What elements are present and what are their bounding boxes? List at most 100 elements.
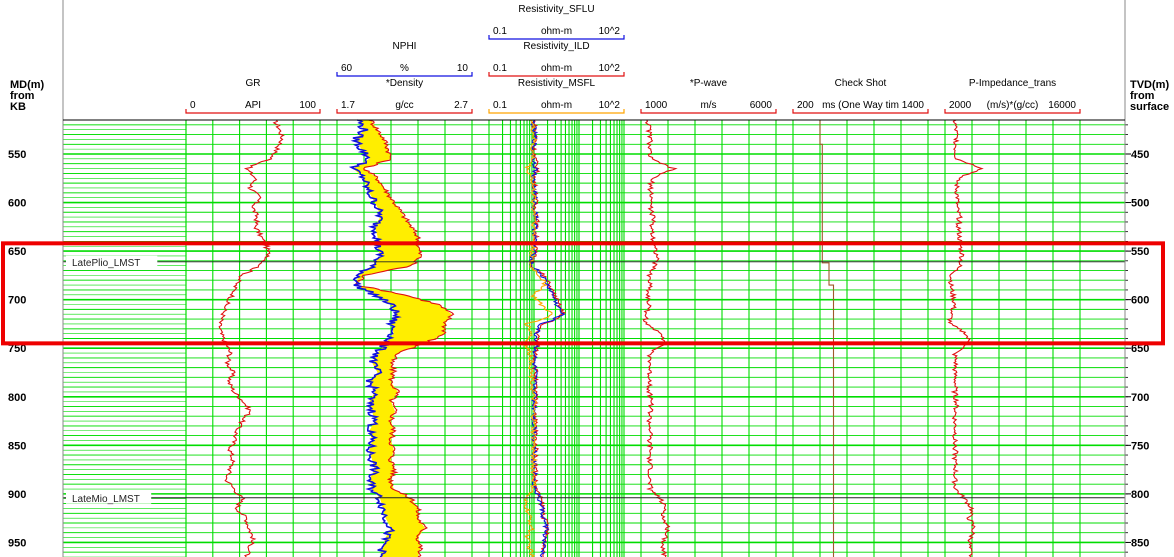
scale-name: Check Shot bbox=[835, 78, 887, 89]
md-tick-label: 850 bbox=[8, 440, 26, 452]
tvd-tick-label: 700 bbox=[1131, 392, 1149, 404]
scale-min: 1.7 bbox=[341, 100, 355, 111]
scale-bar bbox=[336, 72, 473, 77]
curve-gr bbox=[218, 119, 285, 557]
marker-label: LateMio_LMST bbox=[72, 494, 140, 505]
curve-resistivity-msfl bbox=[522, 119, 553, 557]
md-tick-label: 600 bbox=[8, 198, 26, 210]
md-tick-label: 750 bbox=[8, 343, 26, 355]
curve-nphi bbox=[348, 119, 402, 557]
scale-name: Resistivity_MSFL bbox=[518, 78, 596, 89]
scale-unit: ohm-m bbox=[541, 26, 572, 37]
scale-bar bbox=[640, 109, 777, 114]
scale-max: 100 bbox=[299, 100, 316, 111]
scale-header-resistivity-ild: Resistivity_ILD 0.1 ohm-m 10^2 bbox=[488, 41, 625, 77]
scale-name: Resistivity_SFLU bbox=[518, 4, 594, 15]
scale-header-resistivity-msfl: Resistivity_MSFL 0.1 ohm-m 10^2 bbox=[488, 78, 625, 114]
scale-min: 60 bbox=[341, 63, 353, 74]
scale-unit: g/cc bbox=[395, 100, 413, 111]
crossover-fill bbox=[353, 120, 452, 557]
scale-max: 10^2 bbox=[599, 100, 621, 111]
scale-min: 1000 bbox=[645, 100, 668, 111]
md-tick-label: 900 bbox=[8, 489, 26, 501]
marker-label-bg bbox=[66, 255, 158, 268]
scale-header--p-wave: *P-wave 1000 m/s 6000 bbox=[640, 78, 777, 114]
scale-max: 16000 bbox=[1048, 100, 1076, 111]
scale-unit: (m/s)*(g/cc) bbox=[987, 100, 1039, 111]
tvd-tick-label: 450 bbox=[1131, 149, 1149, 161]
scale-header-check-shot: Check Shot 200 ms (One Way tim 1400 bbox=[792, 78, 929, 114]
scale-name: *Density bbox=[386, 78, 423, 89]
scale-name: P-Impedance_trans bbox=[969, 78, 1056, 89]
md-axis-title-line: KB bbox=[10, 101, 26, 113]
marker-latemio_lmst: LateMio_LMST bbox=[63, 491, 1125, 505]
scale-unit: % bbox=[400, 63, 409, 74]
tvd-tick-label: 800 bbox=[1131, 489, 1149, 501]
curve-p-impedance-trans bbox=[946, 119, 984, 557]
scale-max: 2.7 bbox=[454, 100, 468, 111]
scale-bar bbox=[185, 109, 321, 114]
track-headers: GR 0 API 100 NPHI 60% 10 *Density 1.7 g/cc 2.7 Resi… bbox=[185, 4, 1081, 114]
curve-check-shot bbox=[819, 120, 835, 557]
scale-bar bbox=[944, 109, 1081, 114]
tvd-tick-label: 600 bbox=[1131, 295, 1149, 307]
log-curves bbox=[218, 119, 984, 557]
scale-unit: m/s bbox=[700, 100, 716, 111]
scale-max: 10^2 bbox=[599, 26, 621, 37]
scale-min: 0.1 bbox=[493, 26, 507, 37]
scale-unit: ms (One Way tim bbox=[822, 100, 899, 111]
scale-bar bbox=[488, 109, 625, 114]
tvd-tick-label: 550 bbox=[1131, 246, 1149, 258]
scale-max: 10 bbox=[457, 63, 469, 74]
scale-max: 1400 bbox=[902, 100, 925, 111]
formation-markers: LatePlio_LMST LateMio_LMST bbox=[63, 255, 1125, 505]
md-tick-label: 950 bbox=[8, 537, 26, 549]
log-grid bbox=[63, 119, 1125, 557]
interval-highlight bbox=[1, 241, 1165, 346]
scale-name: NPHI bbox=[393, 41, 417, 52]
curve-resistivity-sflu bbox=[529, 119, 566, 557]
md-axis-title-line: from bbox=[10, 90, 35, 102]
scale-name: Resistivity_ILD bbox=[523, 41, 589, 52]
tvd-tick-label: 650 bbox=[1131, 343, 1149, 355]
scale-header-p-impedance-trans: P-Impedance_trans 2000 (m/s)*(g/cc) 16000 bbox=[944, 78, 1081, 114]
depth-tick-labels: 550 600 650 700 750 800 850 900 950 450 500 550 600 6… bbox=[8, 124, 1149, 553]
tvd-axis-title-line: from bbox=[1130, 90, 1155, 102]
md-tick-label: 550 bbox=[8, 149, 26, 161]
marker-label-bg bbox=[66, 491, 152, 504]
scale-unit: ohm-m bbox=[541, 100, 572, 111]
scale-min: 2000 bbox=[949, 100, 972, 111]
md-tick-label: 650 bbox=[8, 246, 26, 258]
scale-bar bbox=[336, 109, 473, 114]
md-axis-title-line: MD(m) bbox=[10, 79, 45, 91]
plot-frame bbox=[62, 0, 1126, 557]
tvd-tick-label: 750 bbox=[1131, 440, 1149, 452]
scale-min: 0.1 bbox=[493, 100, 507, 111]
tvd-axis-title-line: surface bbox=[1130, 101, 1169, 113]
curve--p-wave bbox=[642, 119, 678, 557]
scale-unit: ohm-m bbox=[541, 63, 572, 74]
tvd-tick-label: 500 bbox=[1131, 198, 1149, 210]
curve--density bbox=[355, 119, 455, 557]
scale-max: 6000 bbox=[750, 100, 773, 111]
scale-unit: API bbox=[245, 100, 261, 111]
scale-bar bbox=[792, 109, 929, 114]
scale-header-gr: GR 0 API 100 bbox=[185, 78, 321, 114]
scale-header-resistivity-sflu: Resistivity_SFLU 0.1 ohm-m 10^2 bbox=[488, 4, 625, 40]
scale-header--density: *Density 1.7 g/cc 2.7 bbox=[336, 78, 473, 114]
highlight-box bbox=[1, 241, 1165, 346]
marker-label: LatePlio_LMST bbox=[72, 258, 140, 269]
scale-min: 200 bbox=[797, 100, 814, 111]
scale-name: *P-wave bbox=[690, 78, 728, 89]
scale-header-nphi: NPHI 60% 10 bbox=[336, 41, 473, 77]
scale-min: 0.1 bbox=[493, 63, 507, 74]
tvd-tick-label: 850 bbox=[1131, 537, 1149, 549]
scale-bar bbox=[488, 72, 625, 77]
tvd-axis-title-line: TVD(m) bbox=[1130, 79, 1169, 91]
scale-bar bbox=[488, 35, 625, 40]
md-tick-label: 700 bbox=[8, 295, 26, 307]
md-tick-label: 800 bbox=[8, 392, 26, 404]
scale-name: GR bbox=[246, 78, 261, 89]
